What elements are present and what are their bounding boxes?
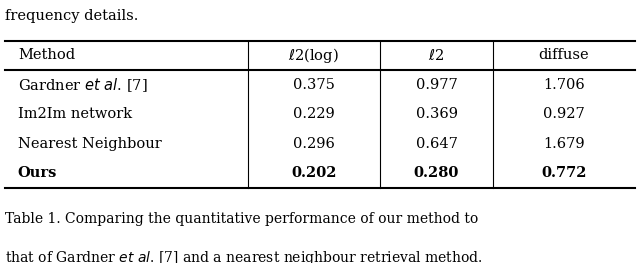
Text: Ours: Ours [18,166,57,180]
Text: frequency details.: frequency details. [5,9,138,23]
Text: that of Gardner $\it{et\ al}$. [7] and a nearest neighbour retrieval method.: that of Gardner $\it{et\ al}$. [7] and a… [5,249,483,263]
Text: 0.772: 0.772 [541,166,587,180]
Text: 0.647: 0.647 [415,137,458,151]
Text: $\ell$2: $\ell$2 [428,48,445,63]
Text: 0.229: 0.229 [293,107,335,122]
Text: $\ell$2(log): $\ell$2(log) [289,46,339,65]
Text: Nearest Neighbour: Nearest Neighbour [18,137,162,151]
Text: Im2Im network: Im2Im network [18,107,132,122]
Text: 0.369: 0.369 [415,107,458,122]
Text: Gardner $\it{et\ al}$. [7]: Gardner $\it{et\ al}$. [7] [18,76,148,94]
Text: 0.977: 0.977 [415,78,458,92]
Text: Table 1. Comparing the quantitative performance of our method to: Table 1. Comparing the quantitative perf… [5,212,478,226]
Text: 1.679: 1.679 [543,137,585,151]
Text: 0.927: 0.927 [543,107,585,122]
Text: Method: Method [18,48,75,63]
Text: 0.296: 0.296 [292,137,335,151]
Text: 0.280: 0.280 [414,166,459,180]
Text: 0.202: 0.202 [291,166,337,180]
Text: diffuse: diffuse [539,48,589,63]
Text: 0.375: 0.375 [292,78,335,92]
Text: 1.706: 1.706 [543,78,585,92]
